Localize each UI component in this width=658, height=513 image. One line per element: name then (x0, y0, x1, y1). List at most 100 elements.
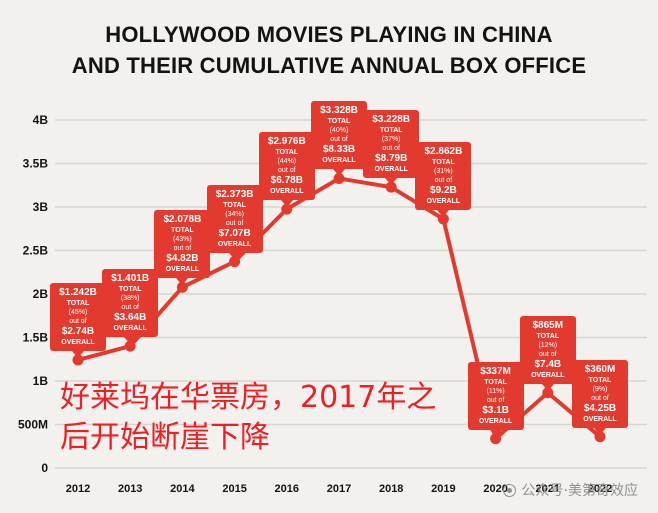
x-axis-tick-2019: 2019 (431, 483, 455, 495)
callout-percent: (45%) (68, 308, 88, 316)
callout-total-label: TOTAL (171, 227, 194, 235)
x-axis-tick-2022: 2022 (588, 483, 612, 495)
callout-total-label: TOTAL (536, 332, 560, 340)
callout-overall-value: $3.1B (482, 404, 509, 416)
y-axis-tick-500M: 500M (18, 418, 48, 432)
callout-overall-label: OVERALL (478, 417, 513, 425)
value-callout-2012: $1.242B TOTAL (45%) out of $2.74B OVERALL (50, 282, 106, 358)
callout-overall-label: OVERALL (165, 266, 200, 274)
watermark-text: 公众号·美第奇效应 (521, 483, 638, 499)
x-axis-tick-2012: 2012 (66, 483, 90, 495)
annotation-text: 好莱坞在华票房，2017年之 后开始断崖下降 (60, 378, 436, 458)
annotation-line1: 好莱坞在华票房，2017年之 (60, 380, 437, 415)
callout-overall-label: OVERALL (374, 166, 408, 174)
callout-out-of-label: out of (591, 394, 609, 402)
x-axis-tick-2014: 2014 (170, 483, 195, 495)
x-axis-tick-2018: 2018 (379, 483, 403, 495)
callout-total-value: $3.328B (320, 105, 358, 117)
callout-total-label: TOTAL (66, 299, 90, 307)
callout-overall-value: $9.2B (430, 185, 457, 197)
callout-total-label: TOTAL (118, 286, 142, 294)
callout-out-of-label: out of (121, 304, 139, 312)
callout-total-value: $2.976B (267, 136, 306, 148)
value-callout-2013: $1.401B TOTAL (38%) out of $3.64B OVERALL (102, 269, 159, 345)
callout-overall-label: OVERALL (217, 240, 252, 248)
value-callout-2016: $2.976B TOTAL (44%) out of $6.78B OVERALL (258, 132, 315, 208)
callout-percent: (9%) (592, 385, 608, 393)
callout-total-value: $865M (532, 319, 564, 331)
value-callout-2020: $337M TOTAL (11%) out of $3.1B OVERALL (467, 361, 524, 437)
callout-overall-label: OVERALL (322, 157, 356, 165)
x-axis-tick-2013: 2013 (118, 483, 142, 495)
callout-total-value: $1.401B (111, 273, 150, 285)
callout-overall-label: OVERALL (113, 325, 147, 333)
value-callout-2022: $360M TOTAL (9%) out of $4.25B OVERALL (572, 359, 628, 435)
callout-total-value: $337M (480, 365, 511, 377)
callout-total-value: $2.078B (163, 214, 202, 226)
callout-out-of-label: out of (173, 245, 192, 253)
value-callout-2014: $2.078B TOTAL (43%) out of $4.82B OVERALL (154, 210, 211, 286)
y-axis-tick-1B: 1B (33, 374, 49, 388)
callout-out-of-label: out of (225, 219, 244, 227)
x-axis-tick-2015: 2015 (222, 483, 246, 495)
callout-total-value: $2.862B (424, 146, 463, 158)
x-axis-tick-2017: 2017 (327, 483, 351, 495)
value-callout-2015: $2.373B TOTAL (34%) out of $7.07B OVERALL (206, 184, 263, 260)
callout-percent: (12%) (538, 341, 558, 349)
callout-overall-label: OVERALL (583, 415, 617, 423)
callout-total-value: $360M (584, 363, 616, 375)
callout-total-label: TOTAL (432, 159, 455, 167)
x-axis-tick-2016: 2016 (275, 483, 299, 495)
value-callout-2018: $3.228B TOTAL (37%) out of $8.79B OVERALL (363, 110, 420, 186)
callout-percent: (40%) (329, 127, 349, 135)
callout-overall-label: OVERALL (270, 188, 304, 196)
callout-out-of-label: out of (382, 145, 400, 153)
value-callout-2021: $865M TOTAL (12%) out of $7.4B OVERALL (519, 315, 576, 391)
callout-total-label: TOTAL (327, 118, 351, 126)
callout-percent: (43%) (173, 236, 192, 244)
callout-total-value: $1.242B (59, 286, 97, 298)
x-axis-tick-2020: 2020 (483, 483, 507, 495)
callout-percent: (38%) (120, 295, 140, 303)
callout-percent: (11%) (486, 387, 505, 395)
callout-out-of-label: out of (486, 396, 505, 404)
callout-out-of-label: out of (539, 350, 557, 358)
x-axis-tick-2021: 2021 (536, 483, 560, 495)
value-callout-2019: $2.862B TOTAL (31%) out of $9.2B OVERALL (415, 142, 472, 218)
chart-title-line1: HOLLYWOOD MOVIES PLAYING IN CHINA (105, 22, 553, 47)
callout-overall-label: OVERALL (426, 198, 461, 206)
callout-out-of-label: out of (330, 136, 348, 144)
callout-overall-value: $4.25B (583, 402, 617, 414)
callout-overall-value: $7.07B (218, 227, 251, 239)
callout-total-label: TOTAL (588, 376, 612, 384)
callout-out-of-label: out of (278, 167, 296, 175)
y-axis-tick-3B: 3B (33, 200, 49, 214)
callout-overall-value: $2.74B (61, 325, 95, 337)
value-callout-2017: $3.328B TOTAL (40%) out of $8.33B OVERALL (311, 101, 367, 177)
callout-overall-value: $7.4B (534, 358, 562, 370)
callout-out-of-label: out of (434, 177, 453, 185)
watermark: 公众号·美第奇效应 (502, 480, 638, 500)
y-axis-tick-4B: 4B (33, 113, 49, 127)
y-axis-tick-2.5B: 2.5B (23, 244, 49, 258)
annotation-line2: 后开始断崖下降 (60, 420, 270, 455)
callout-total-label: TOTAL (275, 149, 299, 157)
callout-overall-label: OVERALL (61, 338, 95, 346)
callout-overall-value: $3.64B (114, 312, 147, 324)
y-axis-tick-2B: 2B (33, 287, 49, 301)
chart-title-line2: AND THEIR CUMULATIVE ANNUAL BOX OFFICE (71, 53, 587, 78)
wechat-account-icon (502, 483, 516, 497)
callout-total-value: $2.373B (215, 188, 254, 200)
callout-total-label: TOTAL (379, 127, 403, 135)
chart-title: HOLLYWOOD MOVIES PLAYING IN CHINA AND TH… (0, 19, 658, 81)
y-axis-tick-1.5B: 1.5B (23, 331, 49, 345)
callout-total-label: TOTAL (484, 378, 507, 386)
callout-overall-value: $8.79B (375, 153, 408, 165)
callout-overall-value: $8.33B (322, 144, 356, 156)
callout-percent: (31%) (434, 168, 453, 176)
callout-overall-label: OVERALL (531, 371, 565, 379)
callout-out-of-label: out of (69, 317, 87, 325)
y-axis-tick-3.5B: 3.5B (23, 157, 49, 171)
